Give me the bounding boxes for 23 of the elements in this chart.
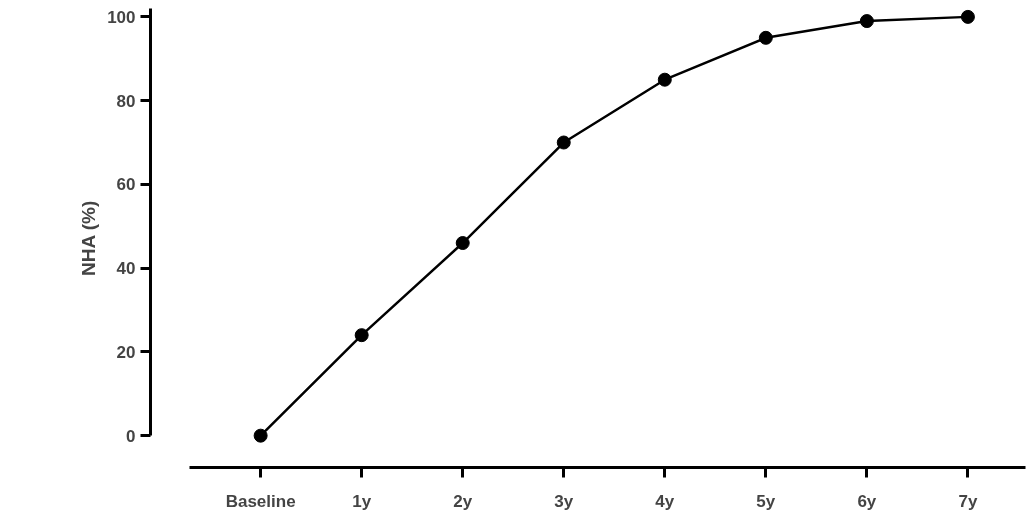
x-tick-label: 3y: [554, 491, 574, 511]
point: [556, 135, 571, 150]
y-tick-label: 20: [116, 342, 136, 362]
point: [960, 9, 975, 24]
x-tick-label: 7y: [958, 491, 978, 511]
point: [859, 14, 874, 29]
point: [657, 72, 672, 87]
y-axis-title: NHA (%): [78, 200, 100, 276]
y-tick-label: 60: [116, 175, 136, 195]
y-tick-label: 40: [116, 259, 136, 279]
y-tick-label: 80: [116, 91, 136, 111]
x-tick-label: 4y: [655, 491, 675, 511]
point: [354, 328, 369, 343]
x-tick-label: 1y: [352, 491, 372, 511]
point: [253, 428, 268, 443]
x-tick-label: Baseline: [225, 491, 296, 511]
x-tick-label: 2y: [453, 491, 473, 511]
x-tick-label: 6y: [857, 491, 877, 511]
y-tick-label: 100: [107, 7, 136, 27]
point: [758, 30, 773, 45]
y-tick-label: 0: [126, 426, 136, 446]
x-tick-label: 5y: [756, 491, 776, 511]
point: [455, 236, 470, 251]
